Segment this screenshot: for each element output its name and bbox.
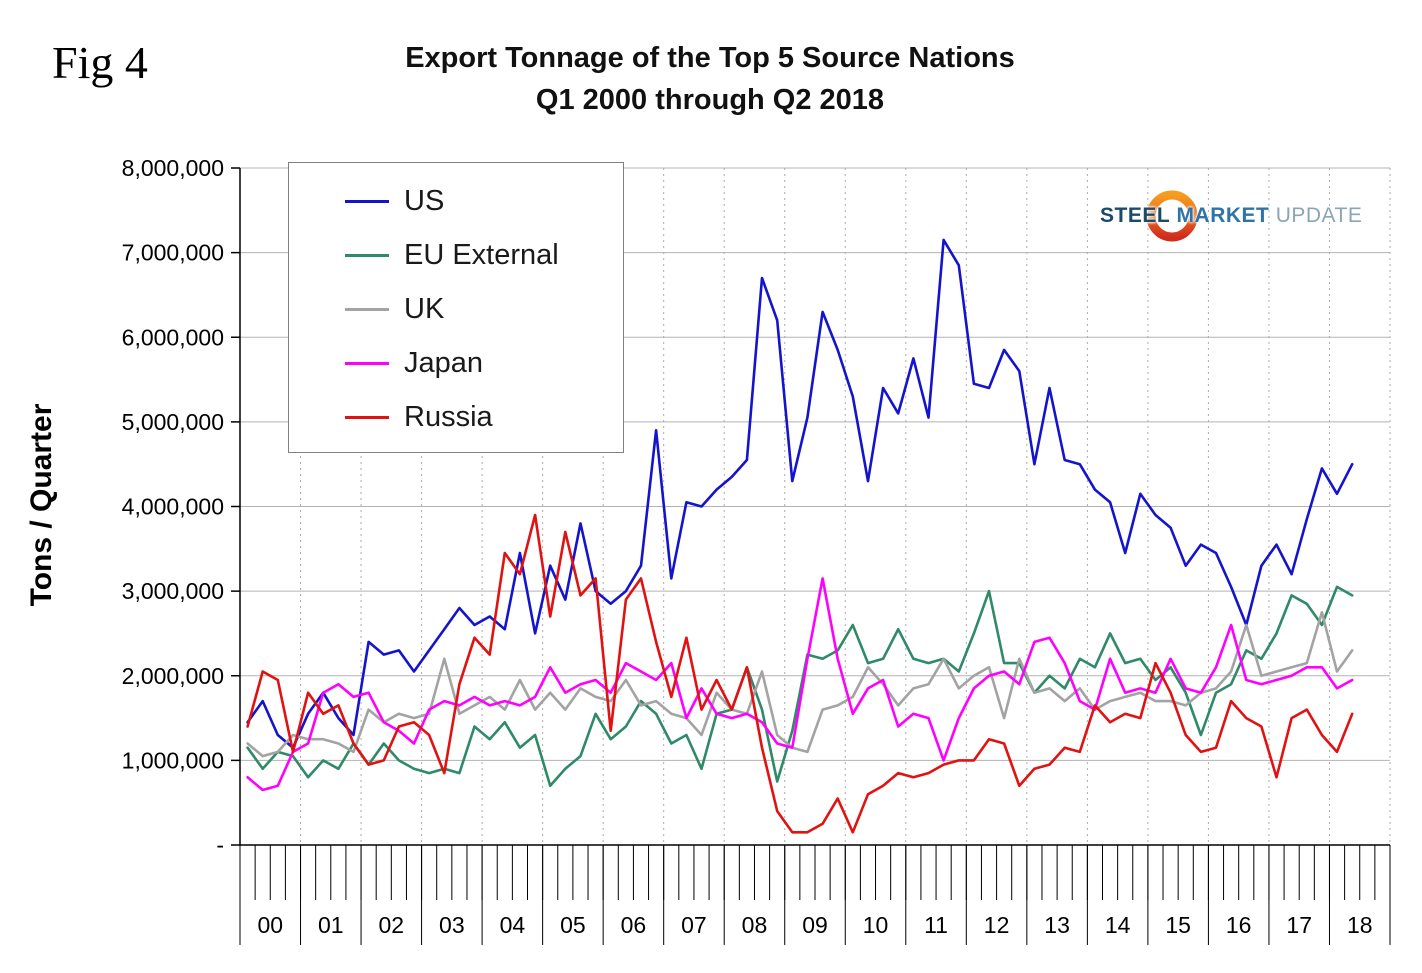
x-year-label: 04 [500,912,526,938]
x-year-label: 15 [1165,912,1191,938]
title-block: Export Tonnage of the Top 5 Source Natio… [200,42,1220,117]
x-year-label: 07 [681,912,707,938]
figure-label: Fig 4 [52,37,148,88]
legend-label: Japan [404,347,484,379]
logo-word-steel: STEEL [1100,204,1171,227]
x-year-label: 16 [1226,912,1252,938]
legend-item-uk: UK [345,287,623,332]
y-tick-label: 2,000,000 [122,663,224,689]
x-year-label: 18 [1347,912,1373,938]
legend-line-sample [345,200,389,203]
legend-item-us: US [345,179,623,224]
x-year-label: 01 [318,912,344,938]
legend: US EU External UK Japan Russia [288,162,624,453]
legend-item-japan: Japan [345,341,623,386]
legend-label: US [404,185,445,217]
x-year-label: 06 [621,912,647,938]
y-tick-label: 3,000,000 [122,578,224,604]
legend-line-sample [345,254,389,257]
x-year-label: 14 [1105,912,1131,938]
legend-label: Russia [404,401,493,433]
chart-title: Export Tonnage of the Top 5 Source Natio… [405,42,1015,74]
series-line-eu-external [246,585,1354,788]
smu-logo: STEEL MARKET UPDATE [1100,190,1370,248]
series-line-uk [246,610,1354,758]
legend-label: EU External [404,239,559,271]
y-tick-label: 1,000,000 [122,747,224,773]
x-year-label: 12 [984,912,1010,938]
logo-word-market: MARKET [1176,204,1270,227]
y-tick-label: 4,000,000 [122,494,224,520]
y-tick-label: - [216,832,224,858]
x-year-label: 02 [379,912,405,938]
legend-item-eu-external: EU External [345,233,623,278]
x-year-label: 00 [257,912,283,938]
series-line-russia [246,513,1354,834]
x-year-label: 17 [1286,912,1312,938]
series-line-japan [246,577,1354,792]
x-year-label: 08 [742,912,768,938]
x-year-label: 03 [439,912,465,938]
series-line-us [246,238,1354,750]
legend-item-russia: Russia [345,395,623,440]
legend-line-sample [345,416,389,419]
y-tick-label: 7,000,000 [122,240,224,266]
legend-label: UK [404,293,445,325]
x-year-label: 11 [924,912,948,938]
legend-line-sample [345,308,389,311]
y-tick-label: 5,000,000 [122,409,224,435]
logo-swoosh-icon [1146,190,1198,242]
logo-text: STEEL MARKET UPDATE [1100,204,1362,228]
x-year-label: 09 [802,912,828,938]
x-year-label: 13 [1044,912,1070,938]
chart-subtitle: Q1 2000 through Q2 2018 [535,84,885,116]
x-year-label: 10 [863,912,889,938]
legend-line-sample [345,362,389,365]
y-tick-label: 8,000,000 [122,155,224,181]
logo-word-update: UPDATE [1275,204,1363,227]
y-tick-label: 6,000,000 [122,324,224,350]
x-year-label: 05 [560,912,586,938]
